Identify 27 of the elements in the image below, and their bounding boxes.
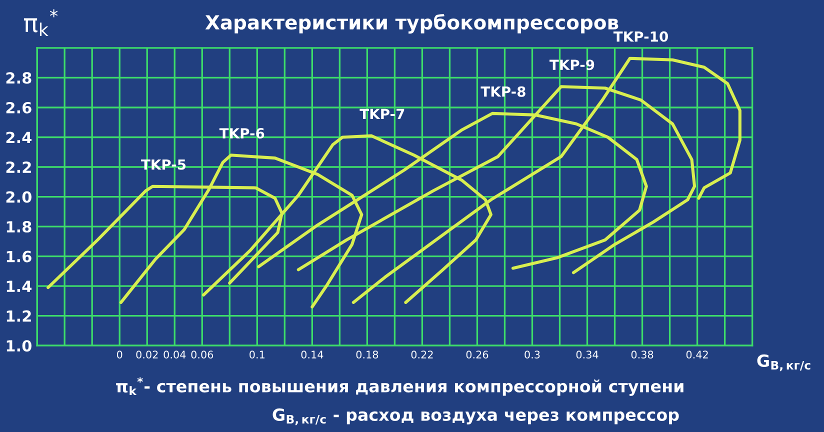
- y-tick-label: 1.6: [6, 250, 32, 262]
- x-tick-label: 0.18: [356, 350, 378, 359]
- y-tick-label: 2.6: [6, 102, 32, 114]
- x-tick-label: 0.26: [466, 350, 488, 359]
- x-tick-label: 0.14: [301, 350, 324, 359]
- x-tick-label: 0.22: [411, 350, 433, 359]
- text: π$_{k}$$^{*}$- степень повышения давления компрессорной ступени: [116, 377, 684, 396]
- x-tick-label: 0.06: [191, 350, 214, 359]
- y-tick-label: 2.0: [6, 191, 32, 203]
- y-tick-label: 2.2: [6, 161, 31, 173]
- y-tick-label: 1.4: [6, 280, 32, 292]
- x-tick-label: 0.02: [136, 350, 158, 359]
- y-tick-label: 2.8: [6, 72, 32, 84]
- y-tick-label: 1.2: [6, 310, 31, 322]
- x-tick-label: 0.42: [686, 350, 708, 359]
- x-tick-label: 0.34: [576, 350, 598, 359]
- y-tick-label: 1.8: [6, 221, 32, 233]
- x-tick-label: 0: [116, 350, 122, 359]
- x-tick-label: 0.04: [164, 350, 186, 359]
- x-tick-label: 0.1: [250, 350, 264, 359]
- y-axis-title: π$_{k}$$^{*}$: [24, 9, 58, 36]
- y-tick-label: 2.4: [6, 132, 32, 144]
- text: G$_{В,кг/с}$ - расход воздуха через компрессор: [272, 408, 679, 426]
- x-tick-label: 0.38: [631, 350, 654, 359]
- y-tick-label: 1.0: [6, 340, 32, 352]
- x-tick-label: 0.3: [524, 350, 540, 359]
- x-axis-title: G$_{В,кг/с}$: [757, 354, 810, 372]
